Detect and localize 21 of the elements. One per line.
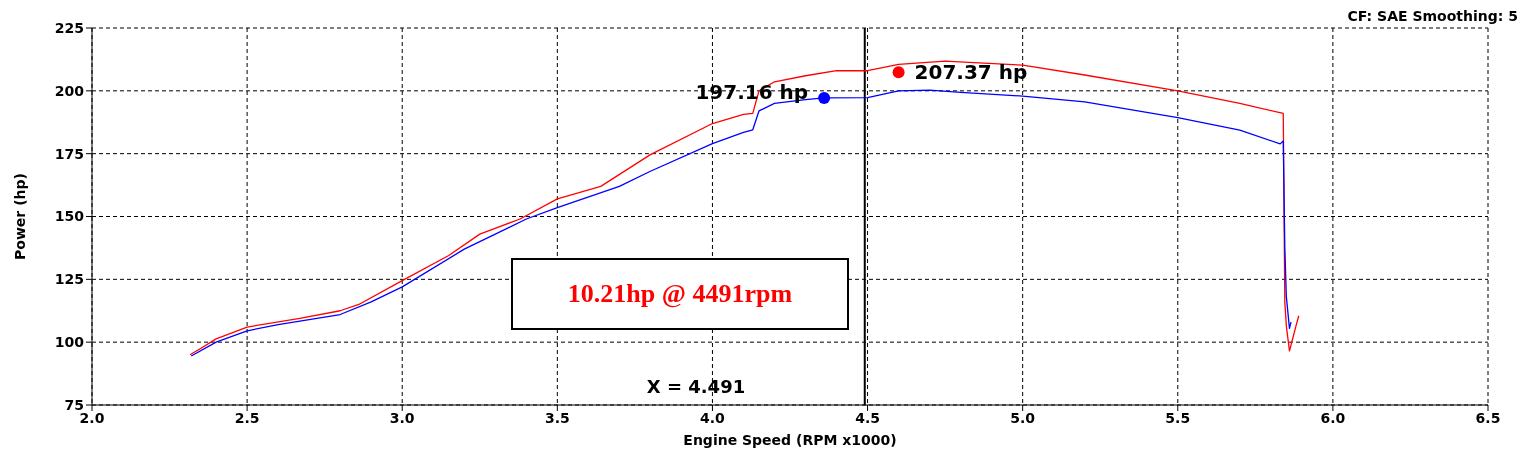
text-box: 10.21hp @ 4491rpm	[511, 258, 849, 330]
x-tick-label: 2.5	[234, 409, 260, 426]
ref-line-label: X = 4.491	[646, 376, 746, 397]
y-tick-label: 125	[54, 271, 84, 288]
x-tick-label: 4.5	[855, 409, 880, 426]
x-tick-label: 6.0	[1320, 409, 1346, 426]
y-tick-label: 225	[54, 19, 84, 36]
x-tick-label: 3.0	[389, 409, 415, 426]
y-tick-label: 200	[54, 82, 85, 99]
x-tick-label: 3.5	[544, 409, 570, 426]
x-tick-label: 5.5	[1165, 409, 1191, 426]
x-tick-label: 5.0	[1010, 409, 1036, 426]
x-tick-label: 4.0	[700, 409, 726, 426]
y-axis-title: Power (hp)	[11, 173, 28, 260]
annotation: 207.37 hp	[914, 60, 1028, 85]
x-axis-title: Engine Speed (RPM x1000)	[683, 432, 897, 448]
y-tick-label: 100	[54, 334, 85, 351]
text: CF: SAE Smoothing: 5	[1347, 8, 1518, 24]
x-tick-label: 6.5	[1475, 409, 1501, 426]
y-tick-label: 150	[54, 208, 85, 225]
y-tick-label: 175	[54, 145, 84, 162]
